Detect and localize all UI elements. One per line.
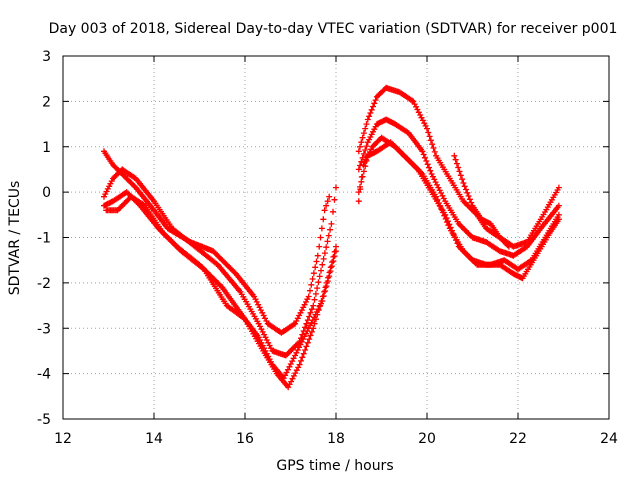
plot-frame	[62, 55, 610, 420]
series-track-6	[355, 116, 562, 259]
y-axis-label: SDTVAR / TECUs	[7, 181, 23, 296]
x-tick-label: 14	[145, 431, 163, 447]
series-markers	[101, 166, 339, 359]
series-track-9	[451, 152, 512, 250]
x-tick-label: 20	[418, 431, 436, 447]
series-track-5	[355, 84, 562, 250]
series-track-3	[101, 189, 339, 391]
series-track-7	[355, 134, 562, 273]
series-track-8	[355, 139, 562, 282]
y-tick-labels: 3 2 1 0 -1 -2 -3 -4 -5	[37, 49, 51, 428]
series-markers	[355, 84, 562, 250]
x-tick-label: 18	[327, 431, 345, 447]
x-tick-label: 16	[236, 431, 254, 447]
series-markers	[355, 139, 562, 282]
chart-title: Day 003 of 2018, Sidereal Day-to-day VTE…	[49, 21, 618, 37]
x-tick-label: 12	[54, 431, 72, 447]
x-tick-labels: 12 14 16 18 20 22 24	[54, 431, 618, 447]
series-track-4	[103, 193, 339, 382]
y-tick-label: 3	[42, 49, 51, 65]
series-track-2	[101, 166, 339, 359]
series-markers	[101, 189, 339, 391]
grid	[62, 55, 610, 420]
data-series	[101, 84, 562, 391]
series-markers	[103, 193, 339, 382]
y-tick-label: -5	[37, 412, 51, 428]
y-tick-label: 0	[42, 185, 51, 201]
y-tick-label: -2	[37, 276, 51, 292]
series-markers	[355, 134, 562, 273]
y-tick-label: 1	[42, 140, 51, 156]
series-markers	[451, 152, 512, 250]
x-tick-label: 24	[600, 431, 618, 447]
y-tick-label: 2	[42, 94, 51, 110]
y-tick-label: -4	[37, 367, 51, 383]
y-tick-label: -1	[37, 231, 51, 247]
y-tick-label: -3	[37, 321, 51, 337]
x-axis-label: GPS time / hours	[276, 458, 393, 474]
series-markers	[355, 116, 562, 259]
x-tick-label: 22	[509, 431, 527, 447]
